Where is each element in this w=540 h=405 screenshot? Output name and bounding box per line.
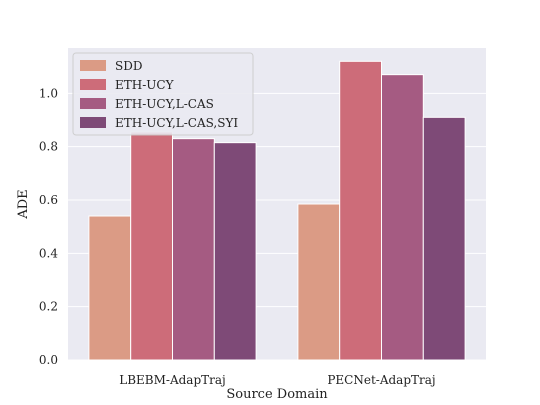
x-tick-label: LBEBM-AdapTraj [119, 373, 226, 387]
legend-box [72, 52, 254, 136]
bar [88, 215, 132, 361]
y-tick-label: 0.4 [39, 246, 58, 260]
legend-swatch [80, 117, 106, 128]
legend-swatch [80, 79, 106, 90]
bars [88, 60, 466, 361]
bar [339, 60, 383, 361]
bar [130, 131, 173, 361]
x-tick-labels: LBEBM-AdapTraj PECNet-AdapTraj [119, 373, 435, 387]
x-axis-title: Source Domain [226, 387, 328, 402]
x-tick-label: PECNet-AdapTraj [327, 373, 435, 387]
bar [381, 74, 424, 361]
legend-swatch [80, 98, 106, 109]
bar [297, 203, 341, 361]
legend-label: ETH-UCY,L-CAS,SYI [115, 116, 238, 130]
y-tick-label: 1.0 [39, 86, 58, 100]
legend-swatch [80, 60, 106, 71]
legend-label: ETH-UCY [115, 78, 175, 92]
legend-label: ETH-UCY,L-CAS [115, 97, 214, 111]
bar [213, 142, 257, 361]
y-axis-title: ADE [16, 189, 31, 219]
legend: SDD ETH-UCY ETH-UCY,L-CAS ETH-UCY,L-CAS,SYI [72, 52, 254, 136]
y-tick-label: 0.8 [39, 140, 58, 154]
bar [422, 116, 466, 361]
bar [172, 138, 215, 361]
y-tick-label: 0.0 [39, 353, 58, 367]
y-tick-label: 0.2 [39, 300, 58, 314]
y-tick-label: 0.6 [39, 193, 58, 207]
legend-label: SDD [115, 59, 142, 73]
y-tick-labels: 0.0 0.2 0.4 0.6 0.8 1.0 [39, 86, 58, 367]
